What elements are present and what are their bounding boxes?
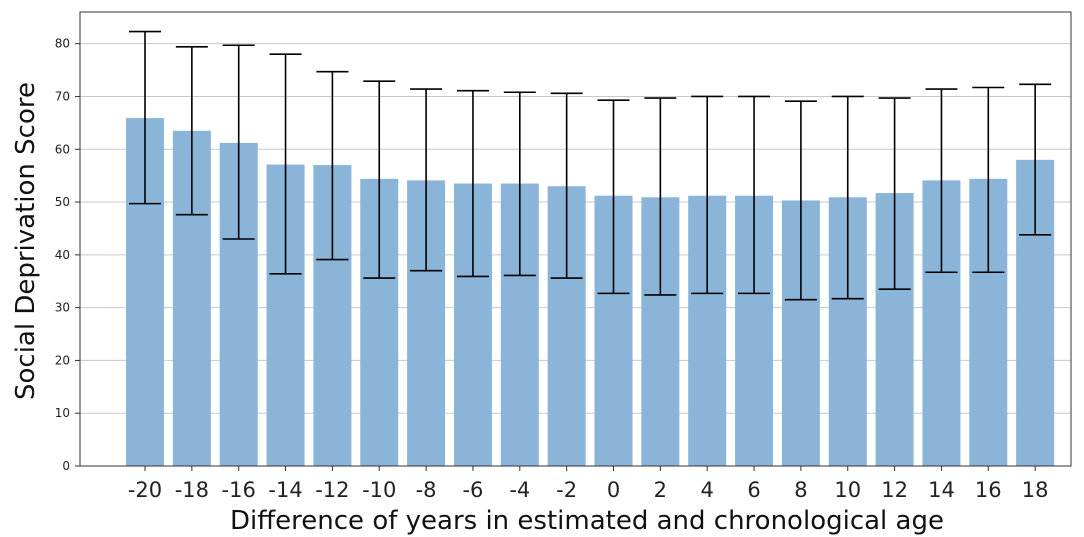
error-bar: [175, 46, 208, 216]
error-bar: [597, 99, 630, 295]
y-tick-label: 30: [55, 301, 70, 315]
error-bar: [1019, 83, 1052, 236]
error-bar: [269, 53, 302, 275]
x-tick-label: -12: [315, 478, 349, 502]
x-tick-label: -14: [268, 478, 302, 502]
error-bars: [129, 30, 1052, 301]
x-axis-label: Difference of years in estimated and chr…: [230, 506, 944, 536]
bars: [126, 118, 1055, 467]
x-tick-label: 16: [975, 478, 1002, 502]
error-bar: [410, 88, 443, 272]
x-tick-label: -8: [416, 478, 437, 502]
x-tick-label: -4: [509, 478, 530, 502]
x-tick-label: 8: [794, 478, 807, 502]
x-tick-label: -6: [462, 478, 483, 502]
y-axis-ticks: 0 10 20 30 40 50 60 70 80: [55, 37, 80, 473]
error-bar: [738, 95, 771, 295]
y-tick-label: 20: [55, 353, 70, 367]
error-bar: [831, 95, 864, 300]
x-tick-label: -18: [175, 478, 209, 502]
error-bar: [644, 97, 677, 296]
x-tick-label: 2: [654, 478, 667, 502]
error-bar: [691, 95, 724, 295]
error-bar: [878, 97, 911, 290]
y-tick-label: 70: [55, 89, 70, 103]
x-tick-label: 0: [607, 478, 620, 502]
error-bar: [222, 44, 255, 240]
x-tick-label: 18: [1022, 478, 1049, 502]
error-bar: [925, 88, 958, 274]
error-bar: [129, 30, 161, 205]
y-axis-label: Social Deprivation Score: [11, 82, 41, 400]
x-tick-label: -2: [556, 478, 577, 502]
plot-frame: [79, 11, 1072, 467]
error-bar: [972, 86, 1005, 274]
x-tick-label: 10: [834, 478, 861, 502]
error-bar: [316, 70, 349, 261]
x-tick-label: 12: [881, 478, 908, 502]
x-tick-label: 14: [928, 478, 955, 502]
error-bar: [784, 100, 817, 301]
x-tick-label: -20: [128, 478, 162, 502]
y-tick-label: 50: [55, 195, 70, 209]
error-bar: [456, 89, 489, 278]
y-tick-label: 40: [55, 248, 70, 262]
y-tick-label: 60: [55, 142, 70, 156]
error-bar: [550, 92, 583, 279]
error-bar: [503, 91, 536, 277]
x-axis-ticks: -20 -18 -16 -14 -12 -10 -8 -6 -4 -2 0 2 4 6 8 10 12 14 16 1…: [128, 466, 1049, 502]
error-bar: [363, 80, 396, 279]
y-tick-label: 80: [55, 37, 70, 51]
x-tick-label: -10: [362, 478, 396, 502]
x-tick-label: 4: [701, 478, 714, 502]
x-tick-label: -16: [222, 478, 256, 502]
y-tick-label: 0: [62, 459, 70, 473]
x-tick-label: 6: [747, 478, 760, 502]
y-tick-label: 10: [55, 406, 70, 420]
